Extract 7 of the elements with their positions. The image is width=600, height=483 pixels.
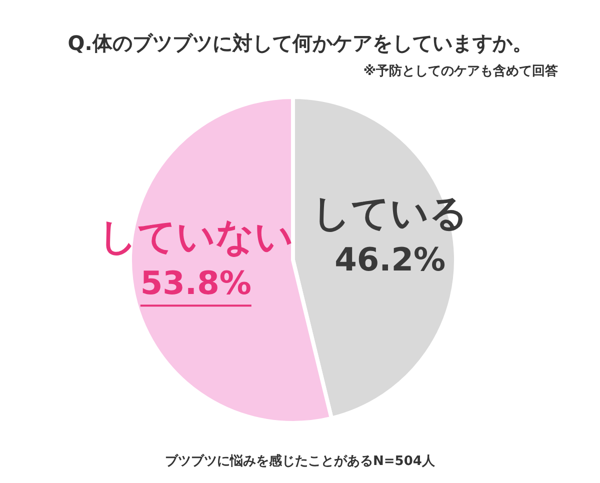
slice-label: している xyxy=(312,191,468,236)
chart-title: Q.体のブツブツに対して何かケアをしていますか。 xyxy=(66,30,534,57)
data-label: 53.8% xyxy=(140,264,252,302)
slice-label: していない xyxy=(98,214,294,259)
data-label: 46.2% xyxy=(334,240,446,279)
chart-subtitle: ※予防としてのケアも含めて回答 xyxy=(363,63,558,80)
text: ブツブツに悩みを感じたことがあるN=504人 xyxy=(164,452,436,470)
